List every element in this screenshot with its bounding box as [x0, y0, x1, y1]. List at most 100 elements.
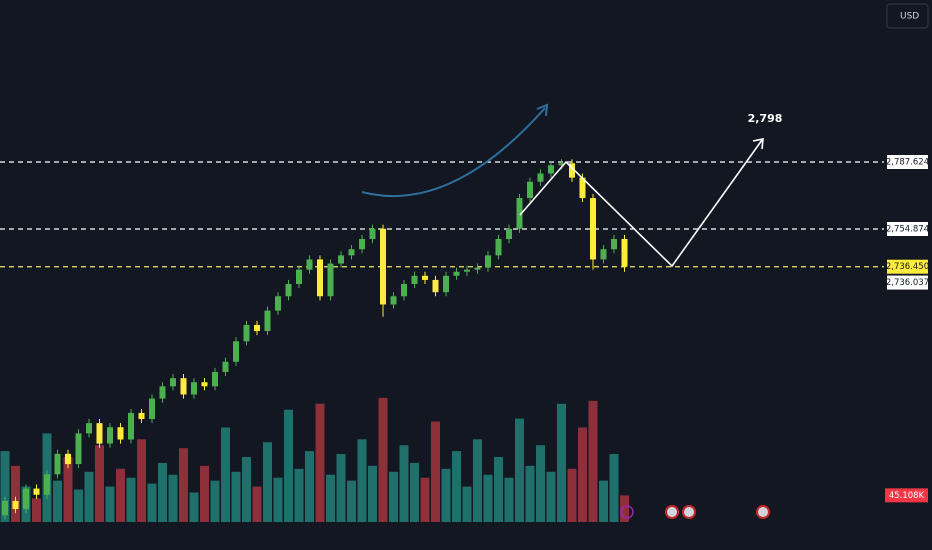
volume-bar [305, 451, 314, 522]
candle-body [54, 453, 61, 475]
candle-body [611, 238, 617, 250]
volume-bar [84, 471, 94, 522]
candle-body [264, 310, 271, 332]
volume-bar [599, 480, 608, 522]
volume-bar [263, 442, 272, 522]
level-label-box [887, 222, 928, 237]
level-label-box [887, 155, 928, 170]
candle-body [432, 279, 439, 293]
volume-bar [452, 451, 461, 522]
volume-bar [620, 495, 629, 522]
volume-bar [609, 454, 619, 522]
candle-body [306, 259, 313, 270]
volume-layer: 45.108K [0, 397, 928, 522]
candle-body [212, 371, 218, 387]
event-icon[interactable] [756, 505, 770, 519]
volume-bar [284, 409, 293, 522]
volume-bar [494, 457, 503, 522]
candle-body [275, 296, 281, 311]
current-price-label: 2,736.037 [886, 278, 929, 288]
volume-bar [504, 477, 514, 522]
candle-body [86, 423, 92, 434]
volume-bar [357, 439, 367, 522]
candle-body [380, 228, 386, 305]
volume-bar [168, 474, 178, 522]
candle-body [495, 238, 502, 256]
event-icon[interactable] [665, 505, 679, 519]
volume-bar [557, 403, 566, 522]
volume-bar [546, 471, 556, 522]
candle-body [159, 386, 166, 399]
candle-body [222, 361, 229, 372]
candle-body [327, 263, 334, 297]
candle-body [96, 423, 103, 444]
candle-body [128, 412, 134, 440]
volume-bar [95, 445, 104, 522]
candle-body [464, 269, 470, 272]
volume-bar [410, 462, 419, 522]
volume-bar [147, 483, 157, 522]
candle-body [44, 474, 50, 495]
event-icon[interactable] [620, 505, 634, 519]
candle-body [243, 324, 250, 342]
level-label: 2,736.450 [886, 262, 929, 272]
volume-bar [74, 489, 83, 522]
level-label: 2,787.624 [886, 158, 929, 168]
target-label: 2,798 [748, 112, 783, 125]
current-price-box [887, 275, 928, 290]
candle-body [527, 181, 533, 199]
level-label-box [887, 259, 928, 274]
candle-body [485, 255, 491, 268]
event-icon[interactable] [682, 505, 696, 519]
volume-bar [462, 486, 472, 522]
candle-body [621, 238, 628, 267]
candle-body [33, 488, 40, 495]
candle-body [317, 259, 323, 297]
candle-body [506, 228, 512, 239]
volume-bar [189, 492, 199, 522]
volume-bar [420, 477, 430, 522]
volume-bar [315, 403, 325, 522]
volume-bar [536, 445, 545, 522]
candle-body [149, 398, 155, 420]
volume-bar [336, 454, 346, 522]
candle-body [138, 412, 145, 420]
volume-bar [578, 427, 587, 522]
volume-bar [347, 480, 356, 522]
currency-button[interactable] [886, 3, 929, 29]
levels-layer: 2,787.624 2,754.874 2,736.450 2,736.037 [0, 155, 929, 290]
volume-bar [126, 477, 136, 522]
candle-body [65, 453, 71, 465]
volume-bar [273, 477, 283, 522]
candle-body [23, 488, 29, 510]
candle-body [516, 198, 523, 229]
projection-arrow-head [752, 138, 764, 150]
candle-body [548, 165, 554, 174]
candle-body [600, 249, 607, 260]
currency-label[interactable]: USD [900, 12, 919, 22]
volume-bar [221, 427, 230, 522]
volume-bar [473, 439, 482, 522]
volume-bar [441, 468, 451, 522]
candle-body [296, 269, 302, 285]
candle-body [422, 275, 428, 280]
volume-bar [231, 471, 241, 522]
volume-bar [567, 468, 577, 522]
candle-body [359, 238, 365, 250]
volume-bar [242, 457, 251, 522]
volume-bar [378, 397, 388, 522]
candle-body [170, 378, 176, 387]
candle-body [12, 500, 19, 510]
volume-bar [32, 498, 41, 522]
level-label: 2,754.874 [886, 225, 929, 235]
projection-path [519, 139, 763, 268]
candle-body [338, 255, 344, 264]
volume-bar [431, 421, 440, 522]
candle-body [254, 324, 260, 332]
candle-body [180, 378, 187, 395]
candle-body [401, 284, 407, 297]
candle-body [443, 275, 449, 293]
candle-body [474, 267, 481, 270]
